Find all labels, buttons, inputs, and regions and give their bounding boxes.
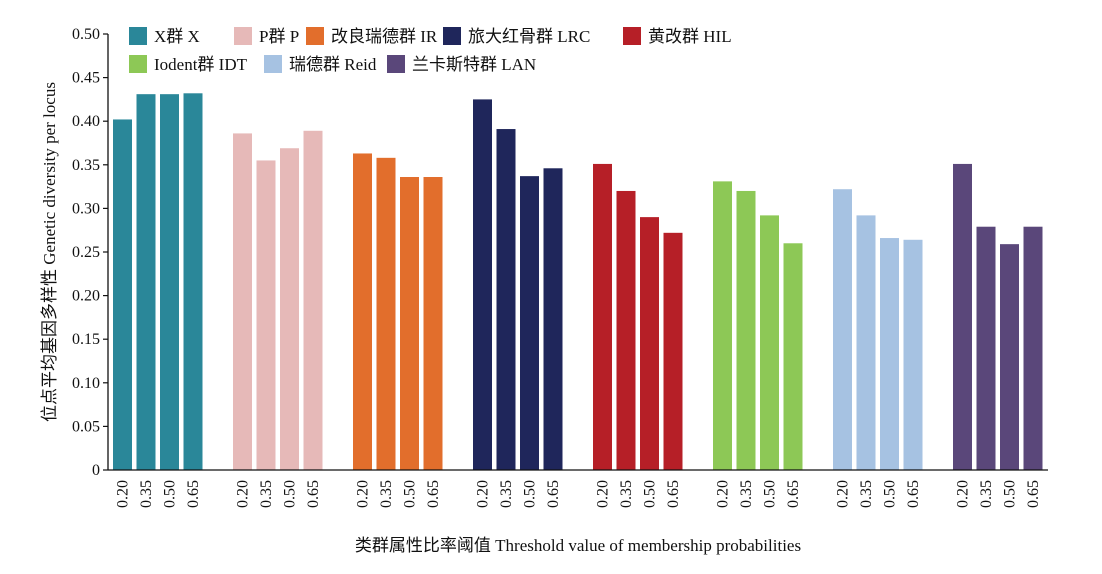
legend-swatch — [129, 27, 147, 45]
legend: X群 X P群 P 改良瑞德群 IR 旅大红骨群 LRC 黄改群 HIL Iodent群 … — [129, 27, 732, 74]
x-tick-label: 0.35 — [378, 480, 395, 508]
bar — [160, 94, 179, 470]
bar — [233, 133, 252, 470]
x-tick-label: 0.65 — [665, 480, 682, 508]
bar — [303, 130, 323, 471]
bar — [400, 177, 419, 470]
x-tick-label: 0.65 — [905, 480, 922, 508]
legend-swatch — [306, 27, 324, 45]
x-tick-label: 0.35 — [498, 480, 515, 508]
y-tick-label: 0.10 — [72, 375, 100, 392]
legend-swatch — [264, 55, 282, 73]
y-ticks: 0 0.05 0.10 0.15 0.20 0.25 0.30 0.35 0.40 0.45 0.5… — [72, 26, 108, 479]
legend-swatch — [443, 27, 461, 45]
bar — [543, 168, 563, 470]
bar — [256, 160, 276, 470]
y-tick-label: 0.15 — [72, 331, 100, 348]
legend-label: 兰卡斯特群 LAN — [412, 55, 536, 74]
x-tick-label: 0.50 — [1002, 480, 1019, 508]
y-tick-label: 0.35 — [72, 157, 100, 174]
bar — [663, 232, 683, 470]
y-tick-label: 0.05 — [72, 418, 100, 435]
bar — [736, 190, 756, 470]
x-tick-label: 0.35 — [258, 480, 275, 508]
x-tick-label: 0.50 — [642, 480, 659, 508]
x-tick-label: 0.65 — [1025, 480, 1042, 508]
x-axis-title: 类群属性比率阈值 Threshold value of membership p… — [355, 536, 801, 555]
bar — [903, 239, 923, 470]
x-tick-label: 0.20 — [955, 480, 972, 508]
bar — [183, 93, 203, 471]
y-tick-label: 0.25 — [72, 244, 100, 261]
bar — [473, 99, 492, 471]
x-tick-label: 0.20 — [115, 480, 132, 508]
x-tick-label: 0.65 — [425, 480, 442, 508]
x-tick-label: 0.50 — [282, 480, 299, 508]
bar — [833, 189, 852, 470]
x-tick-label: 0.65 — [545, 480, 562, 508]
bar — [593, 163, 612, 471]
y-tick-label: 0.50 — [72, 26, 100, 43]
x-tick-label: 0.50 — [762, 480, 779, 508]
x-tick-label: 0.35 — [858, 480, 875, 508]
y-tick-label: 0.45 — [72, 70, 100, 87]
x-tick-label: 0.20 — [475, 480, 492, 508]
y-tick-label: 0.30 — [72, 200, 100, 217]
y-tick-label: 0.40 — [72, 113, 100, 130]
y-tick-label: 0 — [92, 462, 100, 479]
x-tick-label: 0.65 — [785, 480, 802, 508]
legend-swatch — [129, 55, 147, 73]
legend-label: P群 P — [259, 27, 299, 46]
legend-swatch — [623, 27, 641, 45]
x-tick-label: 0.50 — [882, 480, 899, 508]
bar — [520, 176, 539, 471]
x-tick-label: 0.50 — [402, 480, 419, 508]
x-tick-label: 0.65 — [305, 480, 322, 508]
bar — [423, 177, 443, 470]
bar — [713, 181, 732, 471]
legend-label: X群 X — [154, 27, 200, 46]
x-tick-label: 0.20 — [355, 480, 372, 508]
bar — [353, 153, 372, 471]
y-axis-title: 位点平均基因多样性 Genetic diversity per locus — [40, 82, 59, 422]
bar — [616, 190, 636, 470]
y-tick-label: 0.20 — [72, 288, 100, 305]
x-tick-label: 0.35 — [978, 480, 995, 508]
x-tick-label: 0.20 — [835, 480, 852, 508]
legend-label: 旅大红骨群 LRC — [468, 27, 590, 46]
bar — [856, 215, 876, 470]
x-tick-label: 0.50 — [522, 480, 539, 508]
bar — [1023, 226, 1043, 470]
legend-label: Iodent群 IDT — [154, 55, 248, 74]
bar — [496, 129, 516, 470]
bar — [760, 215, 779, 470]
x-tick-label: 0.20 — [595, 480, 612, 508]
bar — [376, 157, 396, 470]
x-tick-label: 0.20 — [715, 480, 732, 508]
bar — [976, 226, 996, 470]
legend-label: 黄改群 HIL — [648, 27, 732, 46]
bar — [783, 243, 803, 470]
bars-layer — [113, 93, 1043, 471]
bar — [113, 119, 132, 471]
legend-label: 瑞德群 Reid — [289, 55, 377, 74]
legend-swatch — [234, 27, 252, 45]
bar — [280, 148, 299, 470]
x-tick-label: 0.50 — [162, 480, 179, 508]
x-tick-label: 0.20 — [235, 480, 252, 508]
x-tick-label: 0.35 — [138, 480, 155, 508]
legend-swatch — [387, 55, 405, 73]
bar — [640, 217, 659, 470]
bar — [1000, 244, 1019, 470]
bar — [953, 163, 972, 471]
legend-label: 改良瑞德群 IR — [331, 27, 438, 46]
x-tick-label: 0.35 — [618, 480, 635, 508]
bar — [136, 94, 156, 470]
x-tick-label: 0.65 — [185, 480, 202, 508]
x-tick-labels: 0.20 0.35 0.50 0.65 0.20 0.35 0.50 0.65 0.20 0.35… — [115, 480, 1043, 508]
bar — [880, 238, 899, 470]
x-tick-label: 0.35 — [738, 480, 755, 508]
